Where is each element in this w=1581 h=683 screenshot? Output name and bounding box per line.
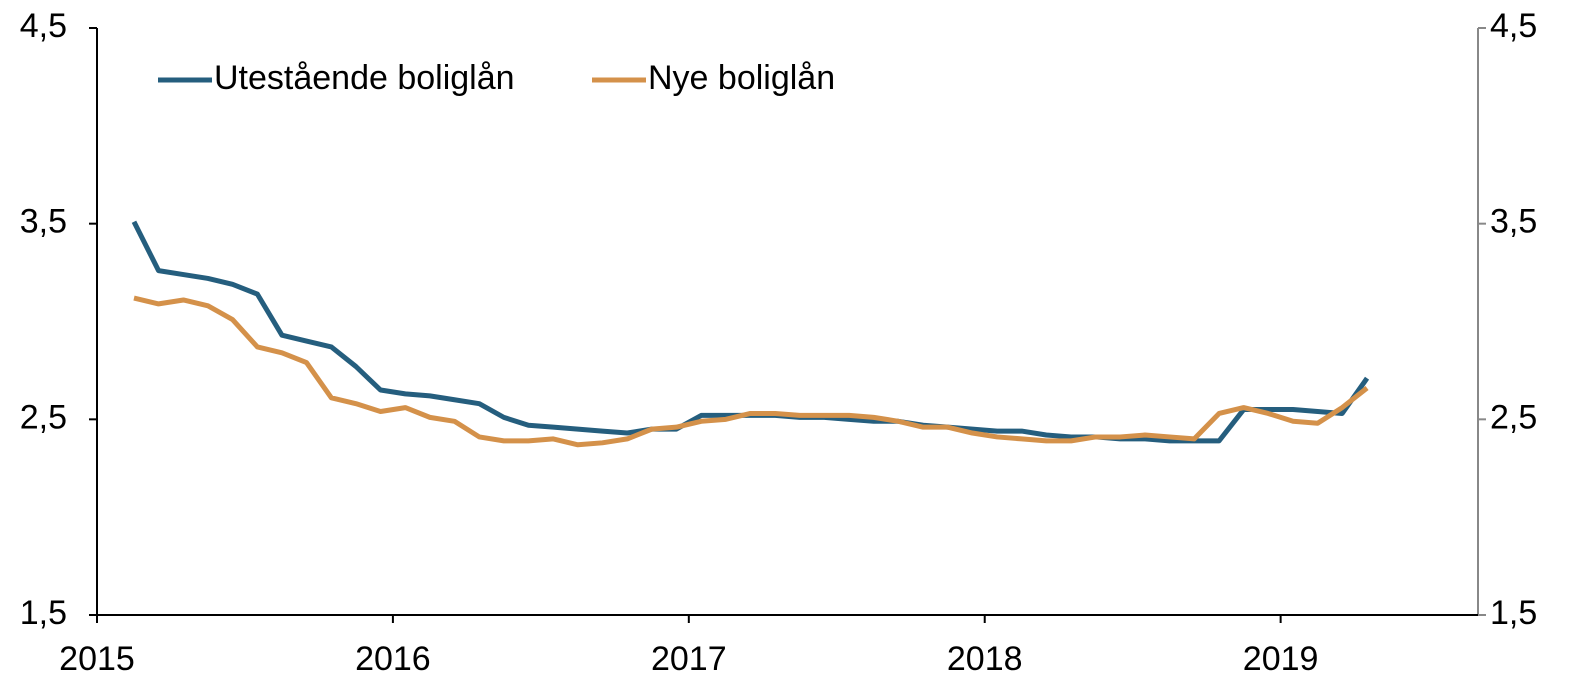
y-tick-label: 1,5: [20, 594, 67, 632]
legend-label: Utestående boliglån: [214, 59, 515, 97]
x-tick-label: 2018: [947, 640, 1023, 678]
y2-tick-label: 4,5: [1490, 7, 1537, 45]
line-series: [133, 295, 1369, 448]
y2-tick-label: 3,5: [1490, 203, 1537, 241]
x-tick-label: 2016: [355, 640, 431, 678]
y-tick-label: 2,5: [20, 398, 67, 436]
line-series: [131, 220, 1370, 444]
y2-tick-label: 1,5: [1490, 594, 1537, 632]
y-tick-label: 3,5: [20, 203, 67, 241]
y-tick-label: 4,5: [20, 7, 67, 45]
y2-tick-label: 2,5: [1490, 398, 1537, 436]
x-tick-label: 2015: [59, 640, 135, 678]
x-tick-label: 2019: [1243, 640, 1319, 678]
legend-label: Nye boliglån: [648, 59, 835, 97]
x-tick-label: 2017: [651, 640, 727, 678]
